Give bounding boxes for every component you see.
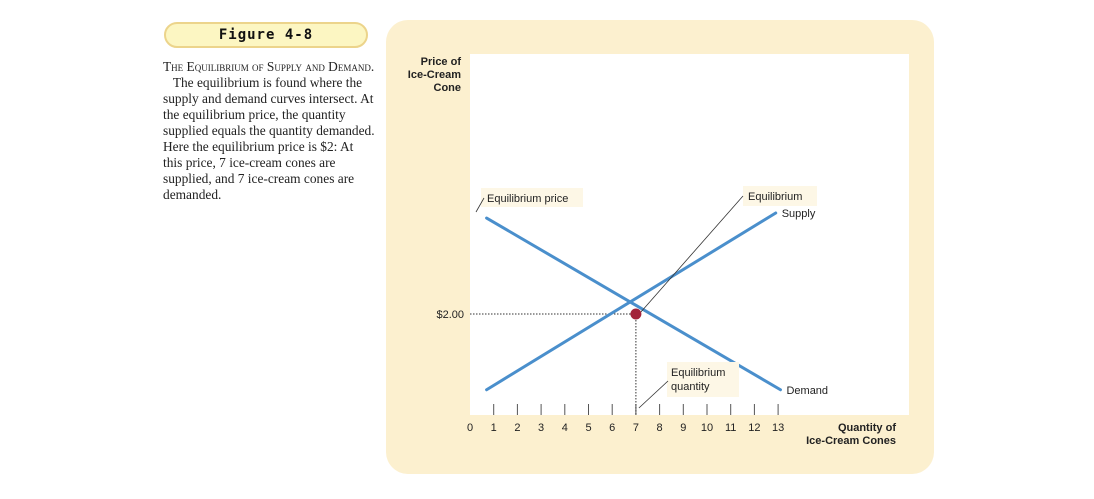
x-axis-title-line: Ice-Cream Cones [806, 435, 896, 447]
equilibrium-price-leader [475, 197, 485, 213]
x-tick-label: 0 [467, 422, 473, 434]
figure-caption: The Equilibrium of Supply and Demand. Th… [163, 59, 375, 203]
equilibrium-price-box [481, 188, 583, 207]
caption-title-1: The Equilibrium of Supply [163, 59, 302, 74]
y-axis-title-line: Cone [434, 82, 462, 94]
equilibrium-point [630, 308, 642, 320]
demand-curve [485, 216, 782, 392]
demand-label: Demand [786, 385, 828, 397]
equilibrium-quantity-label: quantity [671, 381, 710, 393]
x-tick-label: 13 [772, 422, 784, 434]
equilibrium-box [743, 186, 817, 206]
annotations: Supply Demand Equilibrium price Equilibrium… [475, 186, 828, 409]
equilibrium-quantity-label: Equilibrium [671, 367, 725, 379]
x-tick-label: 9 [680, 422, 686, 434]
x-tick-label: 11 [725, 422, 736, 434]
x-tick-label: 1 [491, 422, 497, 434]
x-tick-label: 5 [585, 422, 591, 434]
caption-body-1: The equilibrium [172, 75, 260, 90]
x-tick-label: 8 [657, 422, 663, 434]
figure-label: Figure 4-8 [164, 22, 368, 48]
supply-label: Supply [782, 208, 816, 220]
y-axis-title-line: Ice-Cream [408, 69, 461, 81]
x-tick-label: 10 [701, 422, 713, 434]
caption-body-2: is found where the supply and demand cur… [163, 75, 375, 202]
y-axis-ticks: $2.00 [436, 309, 464, 321]
x-tick-label: 3 [538, 422, 544, 434]
equilibrium-label: Equilibrium [748, 191, 802, 203]
x-axis-title-line: Quantity of [838, 422, 896, 434]
y-tick-label: $2.00 [436, 309, 464, 321]
caption-title-2: and Demand. [305, 59, 375, 74]
equilibrium-leader [640, 195, 744, 313]
x-tick-label: 4 [562, 422, 568, 434]
x-tick-label: 6 [609, 422, 615, 434]
y-axis-title-line: Price of [421, 56, 462, 68]
equilibrium-quantity-box [667, 362, 739, 397]
equilibrium-price-label: Equilibrium price [487, 193, 568, 205]
equilibrium-quantity-leader [638, 380, 669, 409]
x-tick-label: 2 [514, 422, 520, 434]
x-tick-label: 12 [748, 422, 760, 434]
curves [485, 211, 782, 392]
x-tick-label: 7 [633, 422, 639, 434]
